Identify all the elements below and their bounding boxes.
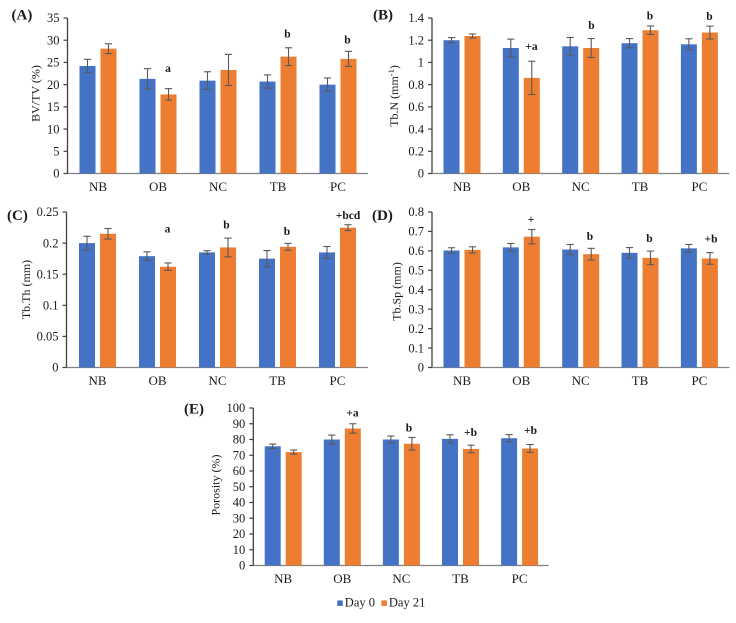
svg-text:b: b (284, 29, 290, 41)
svg-text:TB: TB (270, 179, 287, 194)
svg-text:Porosity (%): Porosity (%) (209, 455, 223, 516)
svg-text:NB: NB (89, 179, 107, 194)
svg-text:b: b (344, 35, 350, 47)
svg-text:+b: +b (705, 233, 718, 245)
svg-text:(E): (E) (184, 402, 204, 418)
svg-text:(B): (B) (373, 8, 393, 24)
svg-text:Day 0: Day 0 (345, 596, 375, 610)
svg-text:a: a (165, 224, 171, 236)
svg-text:BV/TV (%): BV/TV (%) (29, 65, 43, 122)
svg-text:1.4: 1.4 (408, 11, 424, 25)
svg-text:PC: PC (691, 179, 707, 194)
svg-text:0.1: 0.1 (43, 299, 59, 313)
svg-text:Tb.N (mm-1): Tb.N (mm-1) (386, 65, 401, 127)
svg-text:b: b (284, 226, 290, 238)
svg-text:10: 10 (47, 122, 60, 136)
svg-text:NB: NB (453, 373, 471, 388)
svg-text:30: 30 (47, 33, 60, 47)
svg-text:OB: OB (149, 179, 167, 194)
svg-text:NC: NC (392, 571, 410, 586)
svg-text:90: 90 (233, 417, 246, 431)
svg-text:Tb.Th (mm): Tb.Th (mm) (19, 260, 33, 319)
svg-text:b: b (406, 423, 412, 435)
svg-text:a: a (165, 63, 171, 75)
svg-text:0.25: 0.25 (37, 205, 59, 219)
svg-text:OB: OB (512, 179, 530, 194)
svg-text:b: b (588, 20, 594, 32)
svg-text:0.5: 0.5 (408, 264, 424, 278)
svg-text:0: 0 (52, 361, 58, 375)
svg-text:b: b (223, 219, 229, 231)
svg-text:0: 0 (418, 167, 424, 181)
svg-text:PC: PC (330, 179, 346, 194)
svg-text:0: 0 (418, 361, 424, 375)
svg-text:NC: NC (572, 373, 590, 388)
svg-text:0.05: 0.05 (37, 330, 59, 344)
svg-text:25: 25 (47, 56, 60, 70)
svg-text:NB: NB (453, 179, 471, 194)
svg-text:b: b (647, 11, 653, 23)
svg-text:0.2: 0.2 (408, 144, 424, 158)
svg-text:0.6: 0.6 (408, 244, 424, 258)
svg-text:PC: PC (330, 373, 346, 388)
svg-text:10: 10 (233, 543, 246, 557)
svg-text:70: 70 (233, 448, 246, 462)
svg-text:0.7: 0.7 (408, 225, 424, 239)
svg-text:0: 0 (53, 167, 59, 181)
svg-text:(C): (C) (7, 208, 28, 224)
svg-text:b: b (587, 231, 593, 243)
svg-text:1: 1 (418, 56, 424, 70)
svg-text:+a: +a (346, 407, 359, 419)
svg-text:+b: +b (524, 425, 537, 437)
svg-text:NB: NB (274, 571, 292, 586)
svg-text:0.6: 0.6 (408, 100, 424, 114)
svg-text:+bcd: +bcd (336, 210, 361, 222)
svg-text:TB: TB (452, 571, 469, 586)
svg-text:0: 0 (239, 559, 245, 573)
svg-text:0.8: 0.8 (408, 78, 424, 92)
svg-text:NC: NC (572, 179, 590, 194)
svg-text:TB: TB (269, 373, 286, 388)
svg-text:30: 30 (233, 511, 246, 525)
svg-text:100: 100 (227, 401, 246, 415)
svg-text:OB: OB (512, 373, 530, 388)
svg-text:(A): (A) (12, 8, 33, 24)
svg-text:TB: TB (632, 179, 649, 194)
svg-text:b: b (706, 11, 712, 23)
svg-text:0.1: 0.1 (408, 341, 424, 355)
svg-text:+: + (528, 214, 535, 226)
svg-text:PC: PC (691, 373, 707, 388)
svg-text:60: 60 (233, 464, 246, 478)
svg-text:PC: PC (512, 571, 528, 586)
svg-text:0.8: 0.8 (408, 205, 424, 219)
svg-text:1.2: 1.2 (408, 33, 424, 47)
svg-text:Day 21: Day 21 (389, 596, 425, 610)
svg-text:Tb.Sp (mm): Tb.Sp (mm) (390, 262, 404, 321)
svg-text:NC: NC (208, 373, 226, 388)
svg-text:20: 20 (47, 78, 60, 92)
svg-text:5: 5 (53, 144, 59, 158)
svg-text:+a: +a (525, 41, 538, 53)
svg-text:OB: OB (333, 571, 351, 586)
svg-text:80: 80 (233, 433, 246, 447)
svg-text:0.3: 0.3 (408, 302, 424, 316)
svg-text:+b: +b (464, 427, 477, 439)
svg-text:0.4: 0.4 (408, 283, 424, 297)
svg-text:0.15: 0.15 (37, 267, 59, 281)
svg-text:b: b (646, 233, 652, 245)
svg-text:0.2: 0.2 (408, 322, 424, 336)
svg-text:TB: TB (632, 373, 649, 388)
svg-text:20: 20 (233, 527, 246, 541)
svg-text:0.2: 0.2 (43, 236, 59, 250)
svg-text:0.4: 0.4 (408, 122, 424, 136)
svg-text:OB: OB (148, 373, 166, 388)
svg-text:40: 40 (233, 496, 246, 510)
svg-text:50: 50 (233, 480, 246, 494)
svg-text:35: 35 (47, 11, 60, 25)
svg-text:15: 15 (47, 100, 60, 114)
svg-text:NC: NC (209, 179, 227, 194)
svg-text:(D): (D) (372, 208, 393, 224)
svg-text:NB: NB (88, 373, 106, 388)
